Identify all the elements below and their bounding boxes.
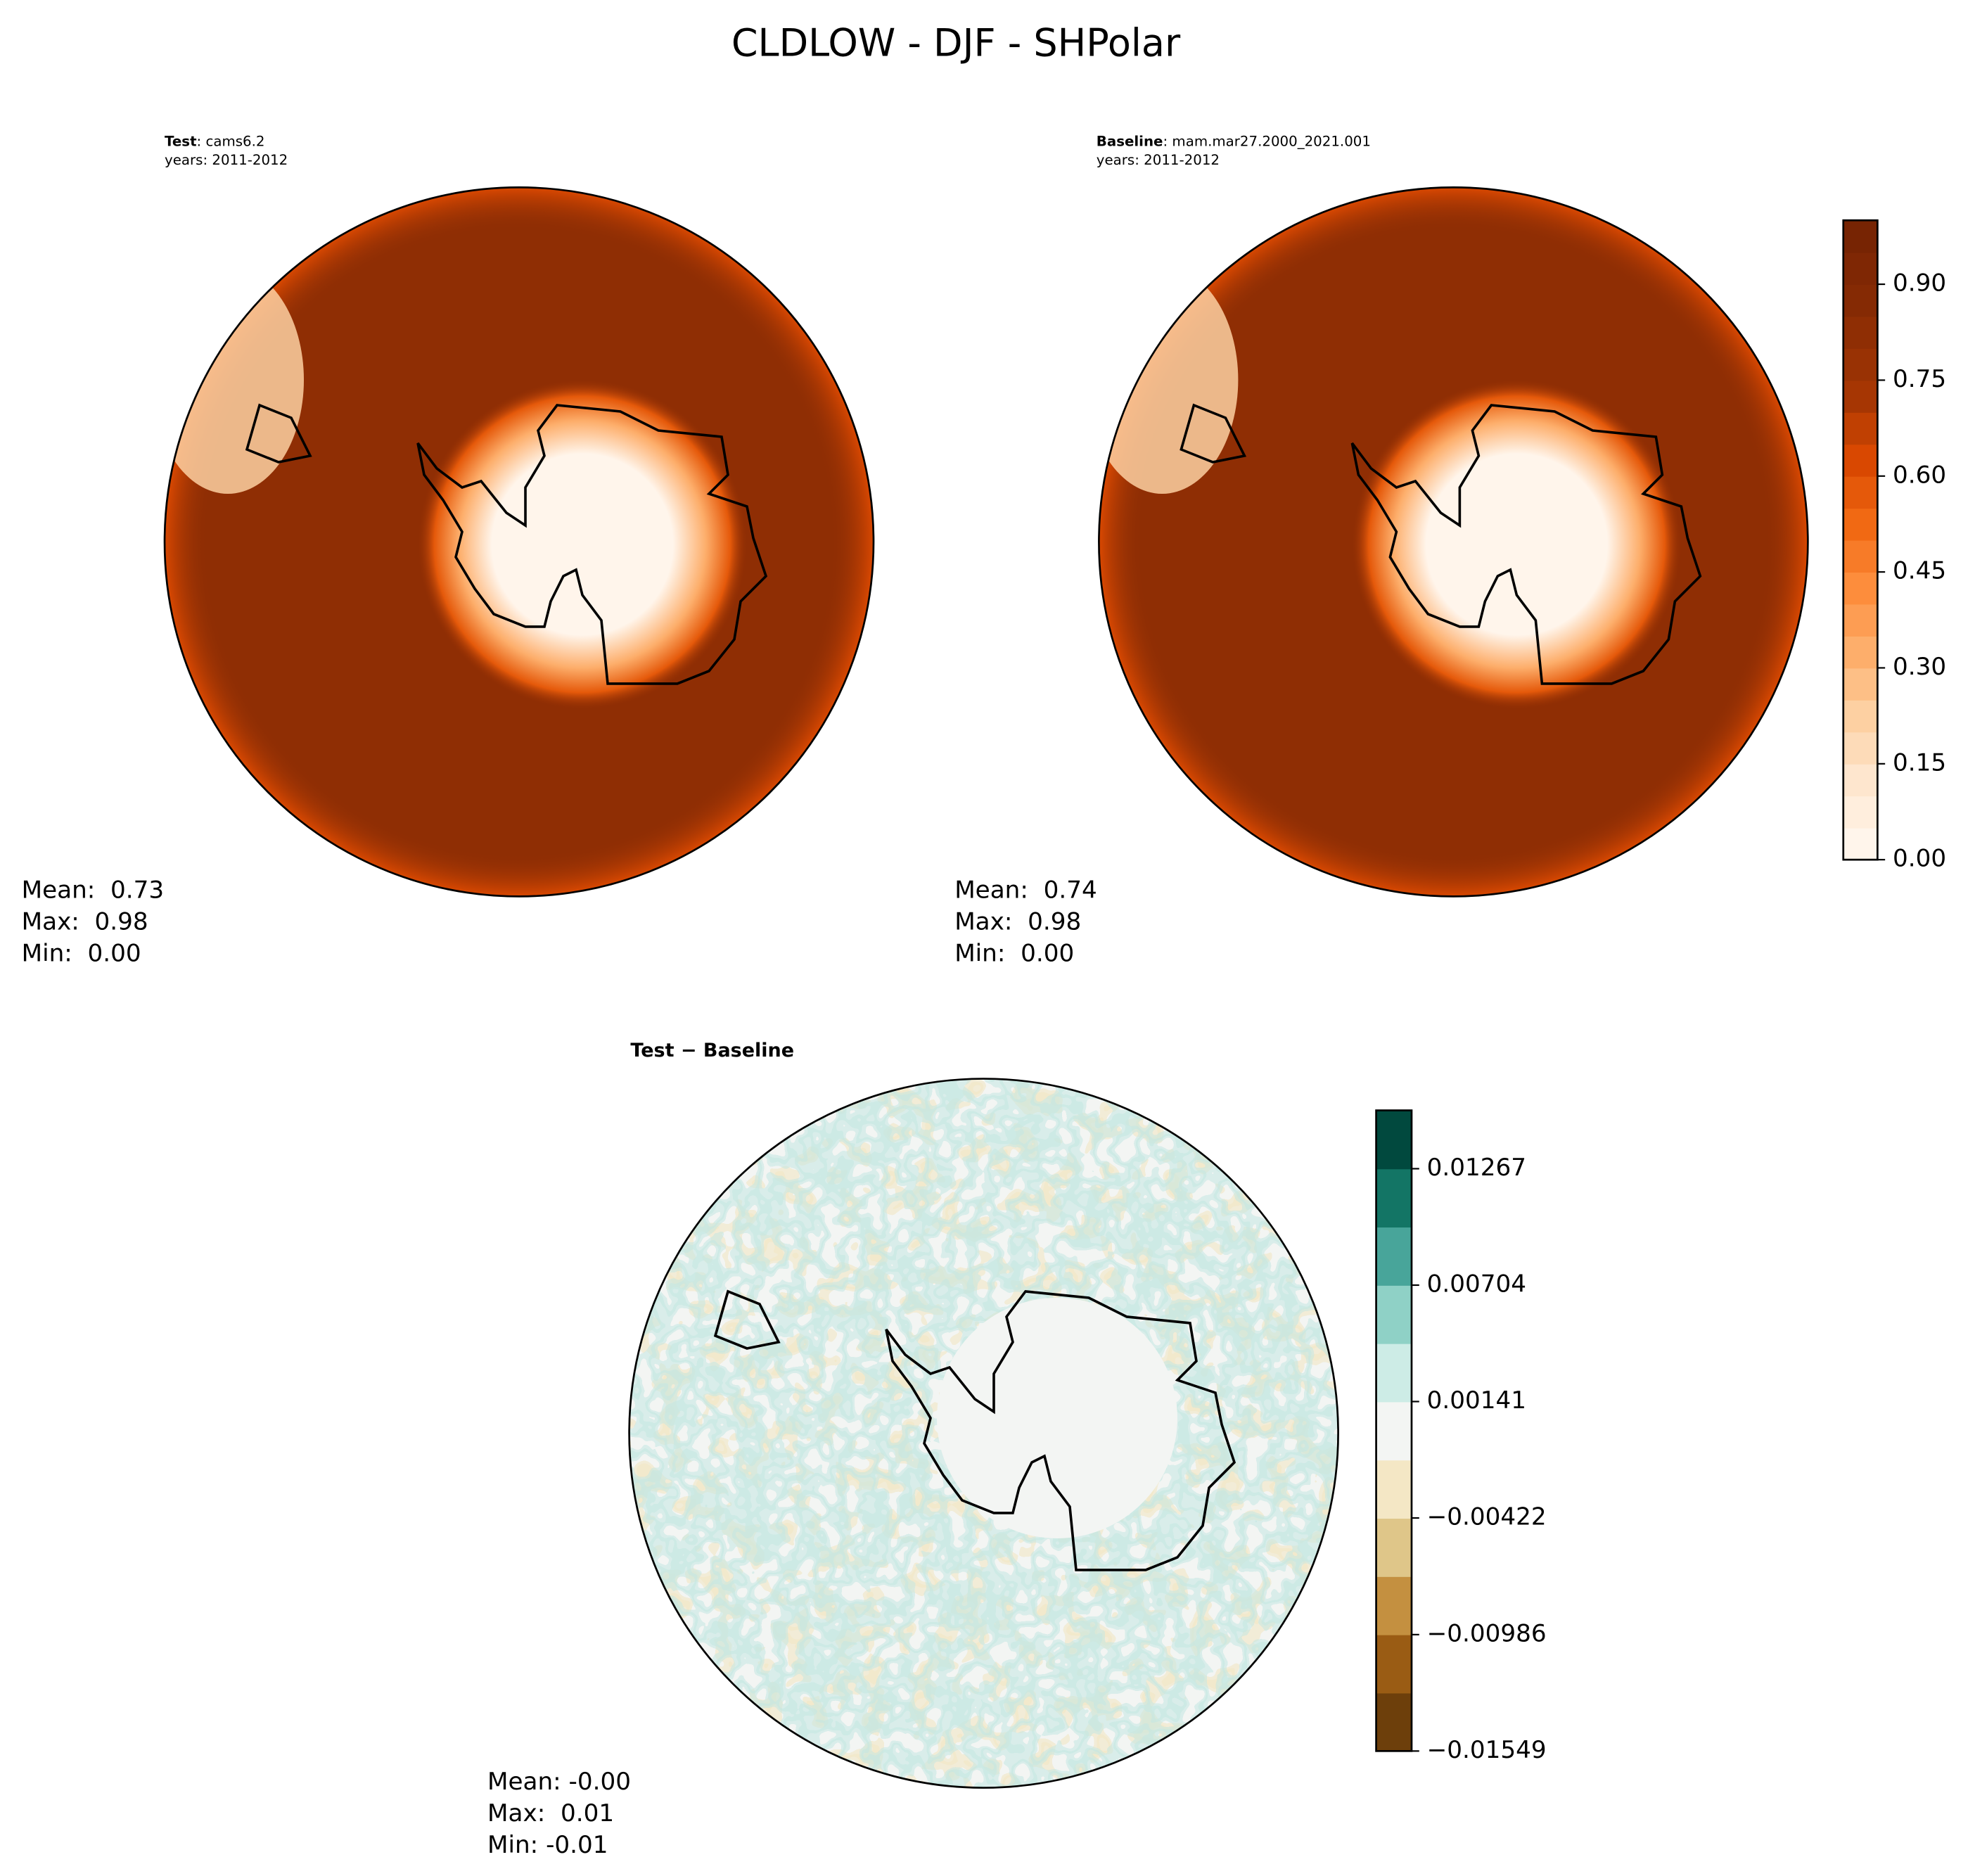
colorbar-band xyxy=(1843,316,1878,349)
stat-line: Mean: 0.74 xyxy=(954,876,1097,905)
stat-line: Min: 0.00 xyxy=(22,940,141,968)
colorbar-tick-label: 0.00 xyxy=(1893,845,1946,873)
colorbar-band xyxy=(1843,604,1878,637)
colorbar-tick-label: −0.00986 xyxy=(1427,1619,1547,1647)
case-label: Baseline xyxy=(1097,133,1163,149)
map-baseline xyxy=(1099,187,1808,897)
colorbar-band xyxy=(1376,1343,1412,1403)
colorbar-tick-label: 0.90 xyxy=(1893,269,1946,298)
stat-line: Mean: 0.73 xyxy=(22,876,165,905)
colorbar-band xyxy=(1376,1576,1412,1635)
colorbar-tick-label: 0.15 xyxy=(1893,748,1946,777)
colorbar-band xyxy=(1843,827,1878,861)
colorbar-tick-label: 0.30 xyxy=(1893,653,1946,681)
colorbar-band xyxy=(1376,1227,1412,1286)
map-test xyxy=(165,187,874,897)
years: years: 2011-2012 xyxy=(165,152,288,168)
stat-line: Max: 0.98 xyxy=(22,908,148,936)
case-label: Test xyxy=(165,133,197,149)
stat-line: Min: 0.00 xyxy=(954,940,1074,968)
colorbar-band xyxy=(1376,1284,1412,1344)
case-label: Test − Baseline xyxy=(630,1039,794,1061)
colorbar-band xyxy=(1843,411,1878,445)
colorbar-band xyxy=(1843,252,1878,285)
colorbar-band xyxy=(1843,763,1878,797)
stat-line: Mean: -0.00 xyxy=(487,1768,631,1796)
colorbar-tick-label: 0.00141 xyxy=(1427,1386,1526,1415)
case-name: : mam.mar27.2000_2021.001 xyxy=(1163,133,1371,149)
colorbar-band xyxy=(1843,636,1878,669)
colorbar-band xyxy=(1843,220,1878,253)
colorbar-tick-label: −0.00422 xyxy=(1427,1503,1547,1531)
colorbar-tick-label: 0.60 xyxy=(1893,461,1946,489)
stat-line: Max: 0.98 xyxy=(954,908,1081,936)
colorbar-band xyxy=(1843,476,1878,509)
colorbar-band xyxy=(1843,699,1878,733)
colorbar-band xyxy=(1376,1692,1412,1752)
colorbar-band xyxy=(1843,732,1878,765)
map-frame xyxy=(628,1078,1339,1789)
panel-label: Test: cams6.2 xyxy=(165,133,265,149)
colorbar-band xyxy=(1843,668,1878,701)
colorbar-band xyxy=(1843,572,1878,605)
map-frame xyxy=(1098,186,1809,898)
colorbar-band xyxy=(1843,796,1878,829)
panel-label: Baseline: mam.mar27.2000_2021.001 xyxy=(1097,133,1371,149)
colorbar-tick-label: 0.00704 xyxy=(1427,1270,1526,1298)
colorbar-band xyxy=(1376,1401,1412,1461)
colorbar-band xyxy=(1843,540,1878,573)
case-name: : cams6.2 xyxy=(197,133,265,149)
colorbar-band xyxy=(1843,380,1878,413)
map-difference xyxy=(629,1078,1338,1788)
colorbar-band xyxy=(1376,1110,1412,1170)
colorbar-band xyxy=(1376,1634,1412,1694)
stat-line: Min: -0.01 xyxy=(487,1831,608,1859)
years: years: 2011-2012 xyxy=(1097,152,1220,168)
colorbar-band xyxy=(1376,1460,1412,1519)
colorbar-frame xyxy=(1842,219,1879,861)
colorbar-tick-label: 0.01267 xyxy=(1427,1154,1526,1182)
colorbar-tick-label: −0.01549 xyxy=(1427,1736,1547,1764)
colorbar-tick-label: 0.45 xyxy=(1893,557,1946,585)
colorbar-band xyxy=(1843,284,1878,317)
colorbar-frame xyxy=(1375,1109,1413,1752)
colorbar-band xyxy=(1376,1518,1412,1577)
colorbar-tick-label: 0.75 xyxy=(1893,365,1946,393)
panel-label: Test − Baseline xyxy=(630,1039,794,1061)
colorbar-band xyxy=(1843,444,1878,477)
figure-title: CLDLOW - DJF - SHPolar xyxy=(731,20,1181,65)
stat-line: Max: 0.01 xyxy=(487,1799,614,1827)
map-frame xyxy=(163,186,875,898)
colorbar-band xyxy=(1843,508,1878,541)
colorbar-band xyxy=(1843,347,1878,381)
colorbar-band xyxy=(1376,1168,1412,1228)
